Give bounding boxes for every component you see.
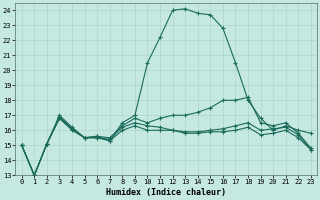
- X-axis label: Humidex (Indice chaleur): Humidex (Indice chaleur): [106, 188, 226, 197]
